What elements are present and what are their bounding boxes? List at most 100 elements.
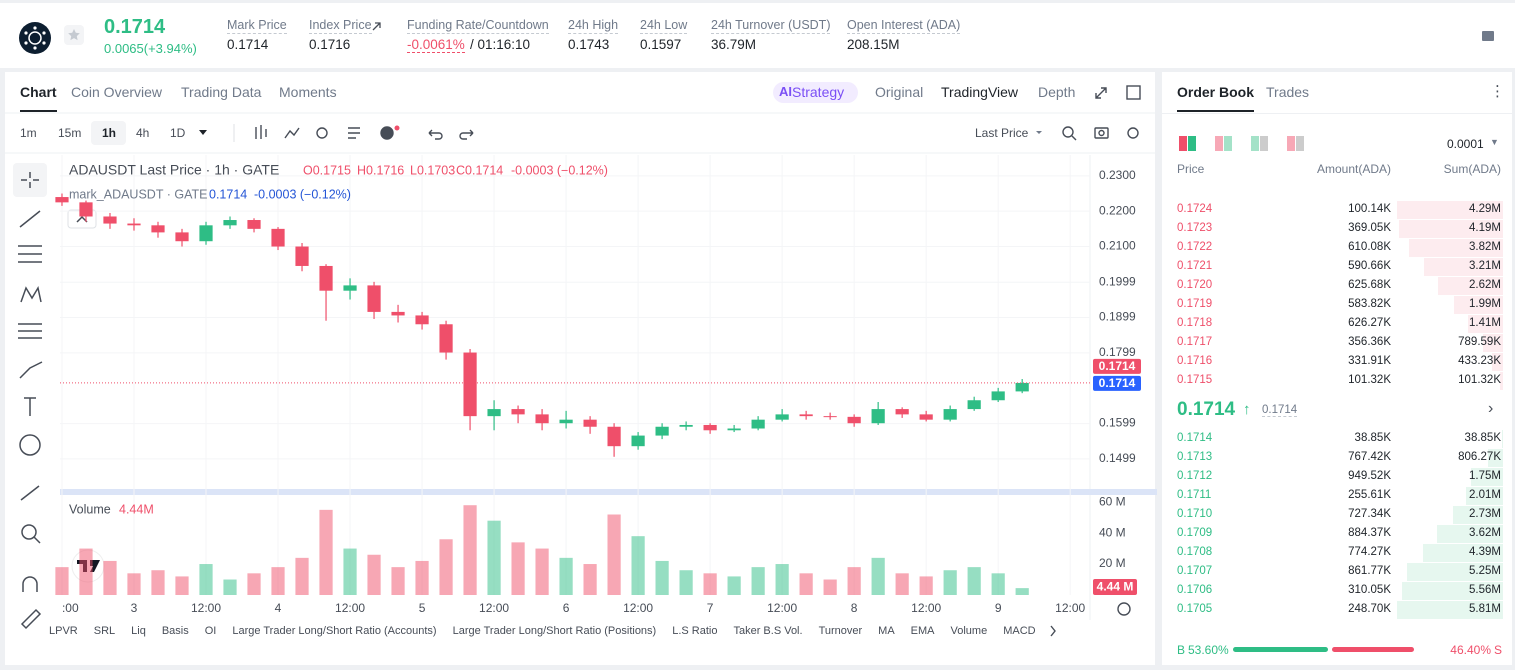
chart: 0.2300 0.2200 0.2100 0.1999 0.1899 0.1799 0.15…	[5, 22, 1157, 637]
drawing-tools[interactable]	[13, 163, 47, 630]
book-price[interactable]: 0.1719	[1177, 298, 1213, 310]
book-view[interactable]	[1188, 136, 1196, 151]
book-price[interactable]: 0.1711	[1177, 489, 1212, 501]
book-view[interactable]	[1260, 136, 1268, 151]
view-tab[interactable]: Depth	[1038, 84, 1076, 100]
indicator[interactable]: LPVR	[49, 625, 78, 637]
indicator[interactable]: OI	[204, 625, 217, 637]
indicator[interactable]: EMA	[910, 625, 935, 637]
book-price[interactable]: 0.1723	[1177, 222, 1213, 234]
book-sum: 3.82M	[1469, 241, 1501, 253]
x-tick-label: 12:00	[1055, 601, 1085, 615]
interval[interactable]: 1D	[170, 126, 186, 140]
book-price[interactable]: 0.1705	[1177, 603, 1213, 615]
indicator[interactable]: Large Trader Long/Short Ratio (Positions…	[452, 625, 657, 637]
x-tick-label: 9	[995, 601, 1002, 615]
candle-body	[79, 202, 93, 217]
book-price[interactable]: 0.1708	[1177, 546, 1213, 558]
favorite-star[interactable]	[64, 25, 84, 45]
chart-tab[interactable]: Chart	[20, 84, 57, 100]
candle-body	[175, 232, 189, 242]
book-price[interactable]: 0.1707	[1177, 565, 1213, 577]
volume-tick-label: 20 M	[1099, 556, 1126, 570]
book-view[interactable]	[1287, 136, 1295, 151]
volume-bar	[871, 557, 885, 595]
book-menu[interactable]: ⋮	[1490, 83, 1505, 100]
book-tab[interactable]: Trades	[1266, 84, 1310, 100]
book-tab[interactable]: Order Book	[1177, 84, 1255, 100]
book-sum: 1.41M	[1469, 317, 1501, 329]
candle-body	[1015, 382, 1029, 392]
book-price[interactable]: 0.1709	[1177, 527, 1213, 539]
book-price[interactable]: 0.1717	[1177, 336, 1213, 348]
interval[interactable]: 1h	[102, 126, 117, 140]
indicator[interactable]: Turnover	[818, 625, 863, 637]
depth-bar	[1483, 334, 1503, 352]
book-price[interactable]: 0.1721	[1177, 260, 1213, 272]
book-view[interactable]	[1224, 136, 1232, 151]
book-price[interactable]: 0.1716	[1177, 355, 1213, 367]
volume-bar	[799, 573, 813, 595]
candle-body	[223, 220, 237, 226]
candle-body	[439, 324, 453, 353]
strategy-pill	[773, 82, 858, 103]
indicator[interactable]: Basis	[161, 625, 189, 637]
book-price[interactable]: 0.1706	[1177, 584, 1213, 596]
volume-bar	[967, 567, 981, 595]
interval[interactable]: 4h	[136, 126, 150, 140]
indicator[interactable]: Taker B.S Vol.	[733, 625, 803, 637]
candle-body	[919, 414, 933, 420]
view-tab[interactable]: Original	[875, 84, 924, 100]
book-price[interactable]: 0.1720	[1177, 279, 1213, 291]
book-price[interactable]: 0.1718	[1177, 317, 1213, 329]
book-price[interactable]: 0.1724	[1177, 203, 1213, 215]
candle-body	[607, 426, 621, 447]
candle-body	[703, 424, 717, 431]
header-bar	[0, 3, 1515, 68]
indicator[interactable]: MA	[878, 625, 895, 637]
header-price: 0.1714	[104, 16, 166, 38]
indicator[interactable]: Volume	[950, 625, 988, 637]
book-view[interactable]	[1215, 136, 1223, 151]
precision[interactable]: 0.0001	[1447, 137, 1484, 151]
indicator[interactable]: L.S Ratio	[672, 625, 718, 637]
view-tab[interactable]: TradingView	[941, 84, 1019, 100]
indicator[interactable]: Large Trader Long/Short Ratio (Accounts)	[232, 625, 437, 637]
x-tick-label: 6	[563, 601, 570, 615]
book-price[interactable]: 0.1710	[1177, 508, 1213, 520]
volume-bar	[727, 576, 741, 595]
volume-bar	[271, 567, 285, 595]
interval[interactable]: 15m	[58, 126, 82, 140]
indicator[interactable]: Liq	[131, 625, 146, 637]
indicator[interactable]: SRL	[93, 625, 116, 637]
depth-bar	[1488, 449, 1503, 467]
view-tab[interactable]: Strategy	[792, 84, 845, 100]
chart-tab[interactable]: Coin Overview	[71, 84, 163, 100]
book-view[interactable]	[1251, 136, 1259, 151]
depth-bar	[1466, 487, 1503, 505]
strategy-icon: AI	[779, 84, 792, 99]
sell-bar	[1332, 647, 1414, 652]
book-view[interactable]	[1179, 136, 1187, 151]
chart-tab[interactable]: Trading Data	[181, 84, 262, 100]
stat-extra: / 01:16:10	[470, 37, 531, 52]
book-price[interactable]: 0.1712	[1177, 470, 1213, 482]
depth-bar	[1422, 544, 1503, 562]
mid-more[interactable]: ›	[1488, 400, 1494, 417]
volume-bar	[391, 567, 405, 595]
book-amount: 590.66K	[1348, 260, 1391, 272]
book-price[interactable]: 0.1713	[1177, 451, 1213, 463]
tab-underline	[1177, 110, 1254, 112]
mark-price-label: 0.1714	[1099, 359, 1136, 373]
interval[interactable]: 1m	[20, 126, 37, 140]
book-price[interactable]: 0.1722	[1177, 241, 1213, 253]
settings-icon[interactable]	[1480, 28, 1496, 44]
depth-bar	[1500, 372, 1503, 390]
book-view[interactable]	[1296, 136, 1304, 151]
book-price[interactable]: 0.1715	[1177, 374, 1213, 386]
chart-tab[interactable]: Moments	[279, 84, 337, 100]
indicator[interactable]: MACD	[1003, 625, 1036, 637]
book-price[interactable]: 0.1714	[1177, 432, 1213, 444]
price-type[interactable]: Last Price	[975, 126, 1029, 140]
